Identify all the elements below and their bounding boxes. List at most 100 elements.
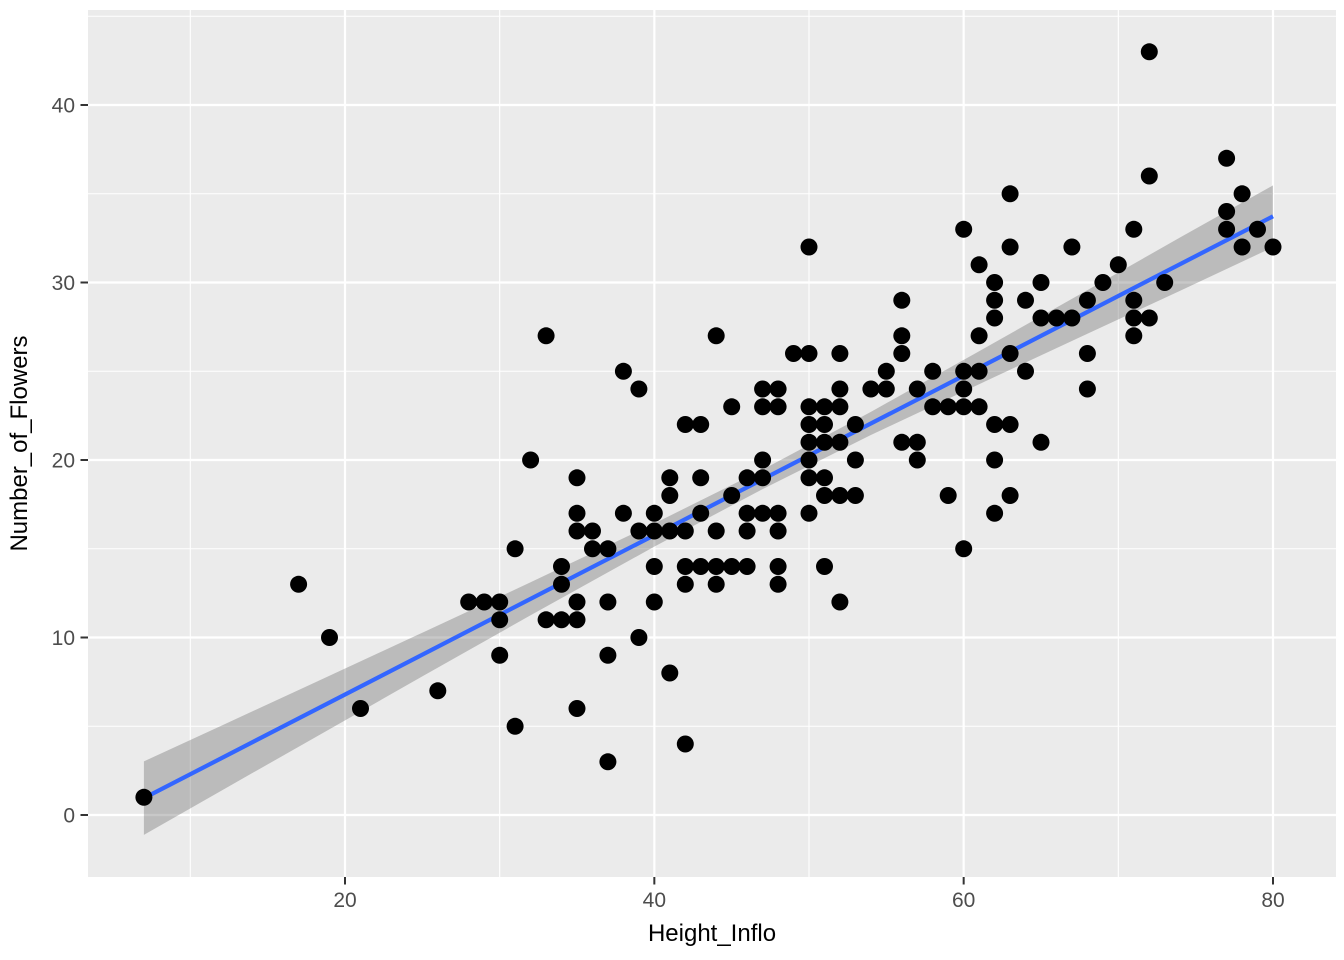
- data-point: [800, 398, 818, 416]
- axis-ticks: [80, 104, 1275, 885]
- data-point: [1001, 345, 1019, 362]
- data-point: [816, 433, 833, 451]
- data-point: [568, 504, 586, 522]
- data-point: [1032, 433, 1050, 451]
- data-point: [939, 398, 957, 416]
- data-point: [908, 433, 926, 451]
- data-point: [924, 398, 942, 416]
- data-point: [599, 593, 617, 611]
- data-point: [785, 345, 802, 362]
- data-point: [676, 416, 694, 433]
- data-point: [630, 522, 648, 540]
- data-point: [939, 487, 957, 504]
- data-point: [970, 256, 988, 274]
- data-point: [1048, 309, 1065, 327]
- data-point: [661, 664, 679, 682]
- data-point: [553, 558, 570, 575]
- data-point: [290, 575, 308, 593]
- data-point: [645, 558, 663, 575]
- data-point: [491, 611, 509, 629]
- data-point: [1063, 309, 1081, 327]
- data-point: [846, 416, 864, 433]
- data-point: [754, 469, 772, 487]
- data-point: [692, 416, 710, 433]
- data-point: [661, 522, 679, 540]
- data-point: [1063, 238, 1081, 256]
- data-point: [584, 540, 601, 558]
- data-point: [800, 504, 818, 522]
- data-point: [645, 522, 663, 540]
- data-point: [1125, 291, 1143, 309]
- data-point: [553, 611, 570, 629]
- data-point: [1109, 256, 1127, 274]
- data-point: [754, 398, 772, 416]
- data-point: [754, 380, 772, 398]
- data-point: [738, 469, 756, 487]
- data-point: [1017, 362, 1034, 380]
- data-point: [614, 504, 632, 522]
- y-tick-label: 0: [63, 805, 75, 828]
- data-point: [723, 558, 741, 575]
- data-point: [769, 558, 787, 575]
- y-tick-label: 10: [52, 627, 75, 650]
- panel-background: [88, 10, 1336, 877]
- regression-line: [142, 214, 1274, 801]
- data-point: [738, 522, 756, 540]
- data-point: [707, 327, 725, 345]
- data-point: [1249, 220, 1266, 238]
- data-point: [723, 487, 741, 504]
- data-point: [661, 469, 679, 487]
- data-point: [599, 646, 617, 664]
- data-point: [1001, 238, 1019, 256]
- data-point: [800, 469, 818, 487]
- data-point: [1032, 274, 1050, 291]
- data-point: [769, 380, 787, 398]
- data-point: [800, 345, 818, 362]
- data-point: [800, 451, 818, 469]
- data-point: [769, 504, 787, 522]
- data-point: [1125, 220, 1143, 238]
- y-tick-label: 20: [52, 450, 75, 473]
- x-tick-label: 60: [952, 889, 975, 912]
- data-point: [321, 629, 338, 646]
- data-point: [800, 238, 818, 256]
- data-point: [630, 380, 648, 398]
- data-point: [1156, 274, 1174, 291]
- data-point: [816, 398, 833, 416]
- data-point: [1233, 238, 1251, 256]
- y-tick-label: 30: [52, 272, 75, 295]
- data-point: [1001, 487, 1019, 504]
- data-point: [568, 593, 586, 611]
- data-point: [831, 380, 849, 398]
- data-point: [460, 593, 478, 611]
- x-axis-title: Height_Inflo: [648, 920, 776, 947]
- data-point: [692, 558, 710, 575]
- data-point: [986, 451, 1004, 469]
- data-point: [769, 522, 787, 540]
- data-point: [955, 362, 973, 380]
- data-point: [816, 487, 833, 504]
- data-point: [676, 575, 694, 593]
- data-point: [537, 327, 555, 345]
- data-point: [846, 487, 864, 504]
- data-points: [135, 43, 1282, 806]
- y-axis-title: Number_of_Flowers: [6, 335, 33, 551]
- data-point: [1078, 345, 1096, 362]
- data-point: [429, 682, 447, 700]
- data-point: [537, 611, 555, 629]
- data-point: [506, 717, 524, 735]
- data-point: [769, 398, 787, 416]
- data-point: [1218, 149, 1236, 167]
- data-point: [893, 291, 911, 309]
- data-point: [908, 380, 926, 398]
- data-point: [1078, 291, 1096, 309]
- data-point: [568, 700, 586, 717]
- data-point: [614, 362, 632, 380]
- data-point: [924, 362, 942, 380]
- data-point: [661, 487, 679, 504]
- data-point: [738, 504, 756, 522]
- axis-tick-labels: 20 40 60 80 0 10 20 30 40: [52, 95, 1285, 913]
- data-point: [676, 735, 694, 753]
- data-point: [831, 398, 849, 416]
- data-point: [1078, 380, 1096, 398]
